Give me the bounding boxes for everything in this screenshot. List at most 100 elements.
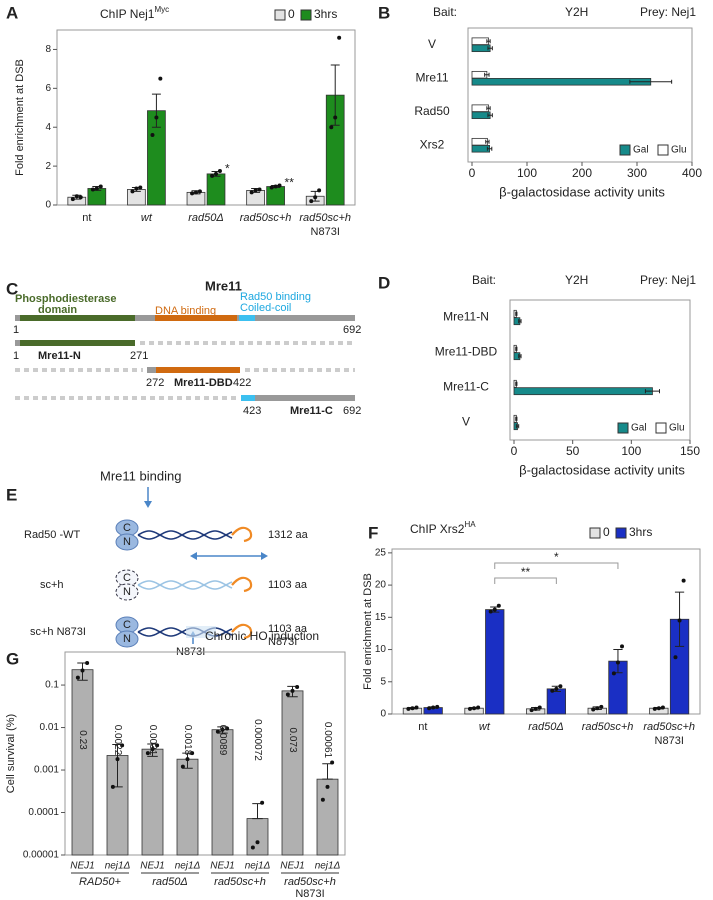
chart-title: ChIP Nej1Myc <box>100 5 169 21</box>
data-point <box>257 187 262 192</box>
legend-swatch <box>589 527 601 539</box>
coiled-coil <box>137 530 233 540</box>
terminus-label: N <box>123 536 131 548</box>
bar <box>471 111 491 120</box>
legend-swatch <box>300 9 312 21</box>
error-bar <box>515 416 518 421</box>
domain <box>155 315 237 321</box>
header-text: Bait: <box>472 273 496 287</box>
domain-label: DNA binding <box>155 305 216 317</box>
bar <box>471 44 491 53</box>
group-label: rad50Δ <box>152 876 188 888</box>
y-tick-label: 0.00001 <box>23 850 60 861</box>
x-tick-label: rad50Δ <box>528 721 564 733</box>
title-text: Chronic HO induction <box>205 629 319 643</box>
y-tick-label: 5 <box>380 676 386 687</box>
bar <box>206 173 226 206</box>
y-tick-label: 25 <box>375 548 387 559</box>
x-axis-label: β-galactosidase activity units <box>499 184 665 199</box>
position: 1 <box>13 324 19 336</box>
data-point <box>190 191 195 196</box>
data-point <box>330 760 335 765</box>
panel-label: G <box>6 649 19 668</box>
data-point <box>138 185 143 190</box>
title-superscript: Myc <box>154 5 169 14</box>
data-point <box>250 845 255 850</box>
position: 692 <box>343 405 361 417</box>
data-point <box>652 706 657 711</box>
data-point <box>406 706 411 711</box>
legend-swatch <box>619 144 631 156</box>
y-tick-label: 2 <box>45 161 51 172</box>
value-label: 0.0022 <box>112 725 123 756</box>
plot-frame <box>64 651 346 856</box>
data-point <box>615 660 620 665</box>
bar <box>266 186 285 206</box>
construct-note: N873I <box>268 636 297 648</box>
value-label: 0.23 <box>77 730 88 750</box>
data-point <box>410 706 415 711</box>
x-tick-label: NEJ1 <box>280 861 304 872</box>
data-point <box>435 704 440 709</box>
fragment-bar <box>241 395 255 401</box>
plot-frame <box>56 29 356 206</box>
bar <box>485 609 505 715</box>
data-point <box>656 706 661 711</box>
y-tick-label: 0.0001 <box>28 807 59 818</box>
y-tick-label: Mre11-DBD <box>435 345 498 359</box>
y-tick-label: 10 <box>375 644 387 655</box>
error-bar <box>644 389 660 394</box>
data-point <box>190 751 195 756</box>
y-tick-label: Rad50 <box>414 104 450 118</box>
bar <box>246 818 269 856</box>
value-label: 0.00061 <box>322 722 333 759</box>
terminus-label: N <box>123 586 131 598</box>
x-tick-label: rad50Δ <box>188 212 224 224</box>
position: 272 <box>146 377 164 389</box>
arrow-head <box>144 501 152 508</box>
bar <box>71 669 94 856</box>
error-bar <box>485 139 490 144</box>
error-bar <box>484 72 490 77</box>
data-point <box>595 706 600 711</box>
position: 422 <box>233 377 251 389</box>
zinc-hook <box>231 623 253 640</box>
lighter-segment <box>186 626 216 638</box>
x-tick-label: 0 <box>469 166 476 180</box>
error-bar <box>330 64 340 126</box>
construct-length: 1312 aa <box>268 529 309 541</box>
error-bar <box>515 346 518 351</box>
y-tick-label: 20 <box>375 580 387 591</box>
x-tick-label: nej1Δ <box>315 861 341 872</box>
data-point <box>313 195 318 200</box>
data-point <box>180 764 185 769</box>
data-point <box>255 840 260 845</box>
legend-swatch <box>615 527 627 539</box>
protein-title: Mre11 <box>205 278 242 293</box>
x-tick-label: rad50sc+h <box>643 721 695 733</box>
data-point <box>317 188 322 193</box>
data-point <box>550 688 555 693</box>
data-point <box>185 757 190 762</box>
chart-title: ChIP Xrs2HA <box>410 520 476 536</box>
legend-label: Gal <box>631 423 647 434</box>
panel-label: B <box>378 3 390 22</box>
data-point <box>681 578 686 583</box>
legend-swatch <box>655 422 667 434</box>
error-bar <box>322 763 333 780</box>
data-point <box>333 115 338 120</box>
y-tick-label: 0.1 <box>45 680 59 691</box>
data-point <box>225 726 230 731</box>
domain-label: Phosphodiesterase <box>15 293 116 305</box>
data-point <box>414 705 419 710</box>
x-tick-label: 300 <box>627 166 647 180</box>
construct-name: Rad50 -WT <box>24 529 81 541</box>
header-text: Y2H <box>565 5 588 19</box>
data-point <box>110 784 115 789</box>
data-point <box>533 706 538 711</box>
data-point <box>90 187 95 192</box>
data-point <box>210 173 215 178</box>
significance: * <box>225 162 230 176</box>
chart: B Bait: Y2H Prey: Nej1 0 100 200 300 400 β-galact… <box>378 3 702 199</box>
y-tick-label: V <box>428 37 436 51</box>
